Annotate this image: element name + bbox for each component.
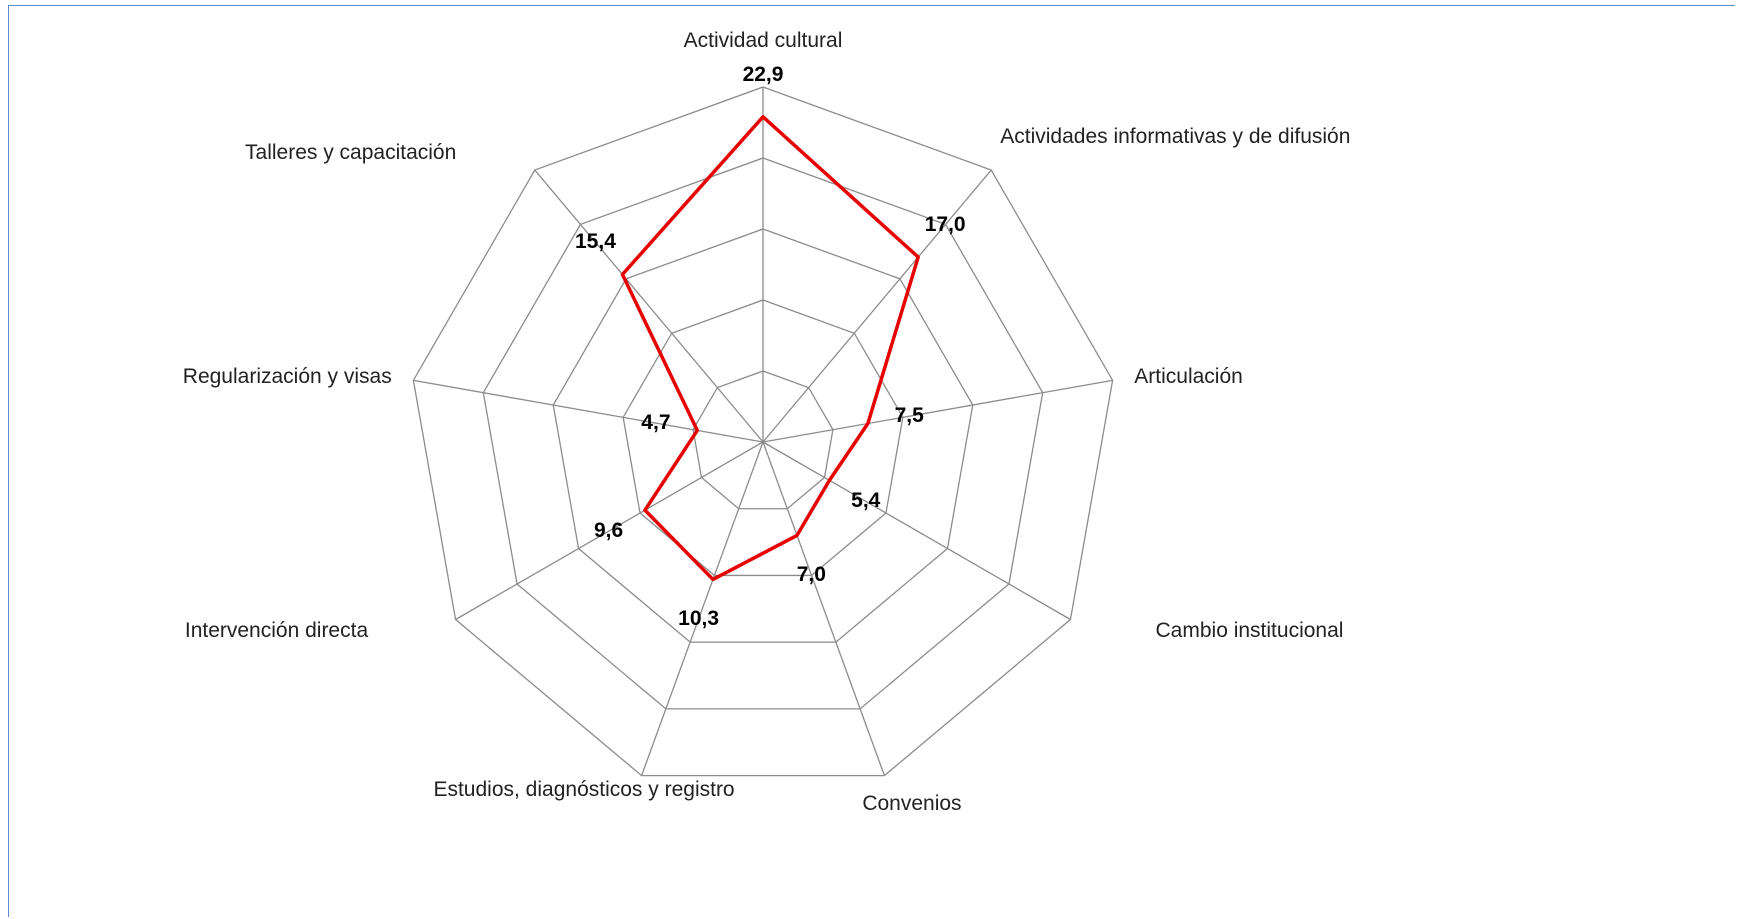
spoke: [455, 441, 764, 621]
grid-ring: [552, 228, 974, 643]
data-label: 9,6: [593, 519, 624, 543]
spoke: [762, 169, 992, 443]
spoke: [640, 441, 764, 776]
axis-label: Talleres y capacitación: [245, 141, 457, 165]
axis-label: Convenios: [862, 792, 962, 816]
data-label: 4,7: [641, 411, 671, 435]
spoke: [762, 441, 886, 776]
grid-ring: [622, 299, 904, 577]
axis-label: Actividad cultural: [683, 29, 843, 52]
axis-label: Estudios, diagnósticos y registro: [433, 778, 735, 802]
data-label: 5,4: [851, 489, 881, 513]
spoke: [413, 379, 764, 443]
axis-label: Articulación: [1134, 364, 1243, 388]
grid-ring: [482, 157, 1044, 710]
axis-label: Regularización y visas: [182, 364, 392, 388]
data-label: 17,0: [924, 212, 966, 236]
axis-label: Intervención directa: [184, 618, 369, 642]
axis-label: Cambio institucional: [1155, 618, 1344, 642]
data-label: 7,5: [894, 404, 924, 428]
spoke: [762, 379, 1113, 443]
data-label: 10,3: [678, 606, 720, 630]
data-label: 15,4: [575, 230, 616, 254]
data-label: 22,9: [742, 62, 784, 86]
spoke: [762, 441, 1071, 621]
series-line: [620, 115, 920, 582]
chart-frame: [8, 5, 1735, 917]
spoke: [534, 169, 764, 443]
grid-ring: [412, 86, 1114, 777]
axis-label: Actividades informativas y de difusión: [1000, 125, 1351, 149]
grid-ring: [692, 370, 834, 510]
data-label: 7,0: [796, 562, 826, 586]
